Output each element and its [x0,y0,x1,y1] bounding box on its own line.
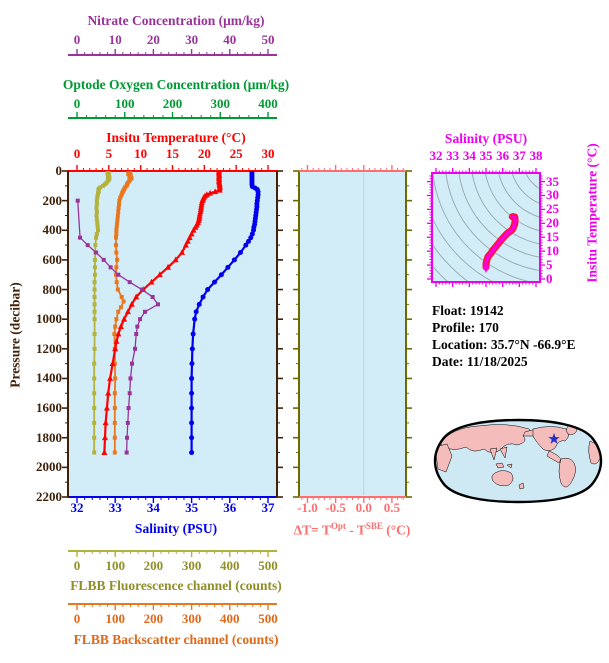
float-id-text: Float: 19142 [432,303,504,318]
tick-label: 5 [546,257,553,273]
tick-label: 0 [546,271,553,286]
tick-label: 300 [181,558,202,573]
tick-label: 400 [258,96,278,111]
tick-label: 30 [546,187,559,203]
tick-label: 30 [185,32,199,47]
tick-label: 38 [529,148,543,163]
tick-label: 20 [546,215,559,231]
tick-label: 32 [429,148,443,163]
tick-label: 0 [55,163,63,178]
tick-label: -1.0 [297,500,318,515]
tick-label: 32 [70,500,84,515]
delta-t-title-sup-sbe: SBE [365,521,383,531]
tick-label: 1400 [36,370,62,386]
oxygen-axis-title: Optode Oxygen Concentration (μm/kg) [62,77,290,92]
tick-label: 0.5 [383,500,401,515]
tick-label: 1600 [36,400,62,416]
world-map [433,418,603,504]
location-text: Location: 35.7°N -66.9°E [432,337,576,352]
tick-label: 400 [220,611,240,626]
tick-label: 20 [197,146,211,161]
tick-label: 35 [479,148,493,163]
tick-label: 500 [258,611,278,626]
tick-label: 50 [261,32,275,47]
float-position-star [548,433,560,444]
pressure-axis-title: Pressure (decibar) [7,282,23,388]
tick-label: 34 [146,500,160,515]
tick-label: 10 [546,243,559,259]
tick-label: 300 [181,611,202,626]
tick-label: 100 [105,558,125,573]
tick-label: 33 [108,500,122,515]
tick-label: 200 [162,96,183,111]
salinity-axis-title: Salinity (PSU) [134,521,218,536]
nitrate-axis-title: Nitrate Concentration (μm/kg) [87,13,265,28]
tick-label: 30 [261,146,275,161]
tick-label: 36 [223,500,237,515]
date-text: Date: 11/18/2025 [432,354,528,369]
tick-label: 34 [462,148,476,163]
tick-label: 400 [42,222,63,238]
tick-label: 1800 [36,429,62,445]
tick-label: 40 [223,32,237,47]
tick-label: 35 [185,500,199,515]
tick-label: 15 [166,146,179,161]
tick-label: -0.5 [325,500,346,515]
delta-t-title-part: (°C) [382,522,411,538]
tick-label: 33 [446,148,460,163]
tick-label: 15 [546,229,559,245]
tick-label: 10 [108,32,122,47]
tick-label: 2200 [36,489,62,504]
tick-label: 800 [42,281,63,297]
tick-label: 25 [546,201,559,217]
tick-label: 400 [220,558,240,573]
tick-label: 20 [146,32,160,47]
fluorescence-axis-title: FLBB Fluorescence channel (counts) [70,578,282,593]
tick-label: 25 [229,146,243,161]
tick-label: 100 [105,611,125,626]
delta-t-title-part: - T [345,522,366,538]
profile-number-text: Profile: 170 [432,320,499,335]
temperature-axis-title: Insitu Temperature (°C) [106,130,246,145]
delta-t-axis-title: ΔT= TOpt - TSBE (°C) [294,519,411,538]
tick-label: 10 [134,146,148,161]
tick-label: 0 [73,32,81,47]
tick-label: 37 [261,500,275,515]
tick-label: 200 [143,611,164,626]
tick-label: 0 [73,611,81,626]
ts-salinity-axis-title: Salinity (PSU) [444,131,528,146]
backscatter-axis-title: FLBB Backscatter channel (counts) [73,632,279,647]
tick-label: 1000 [36,311,62,327]
tick-label: 600 [42,251,63,267]
tick-label: 37 [512,148,526,163]
tick-label: 0 [73,146,81,161]
tick-label: 0 [73,96,81,111]
tick-label: 200 [42,192,63,208]
ts-temperature-axis-title: Insitu Temperature (°C) [584,143,600,283]
tick-label: 35 [546,173,559,189]
tick-label: 36 [496,148,510,163]
tick-label: 100 [115,96,135,111]
delta-t-title-part: ΔT= T [293,522,331,538]
tick-label: 5 [105,146,113,161]
tick-label: 1200 [36,340,62,356]
delta-t-title-sup-opt: Opt [330,521,346,531]
tick-label: 0 [73,558,81,573]
tick-label: 200 [143,558,164,573]
tick-label: 300 [210,96,231,111]
tick-label: 0.0 [355,500,372,515]
tick-label: 500 [258,558,278,573]
tick-label: 2000 [36,459,62,475]
